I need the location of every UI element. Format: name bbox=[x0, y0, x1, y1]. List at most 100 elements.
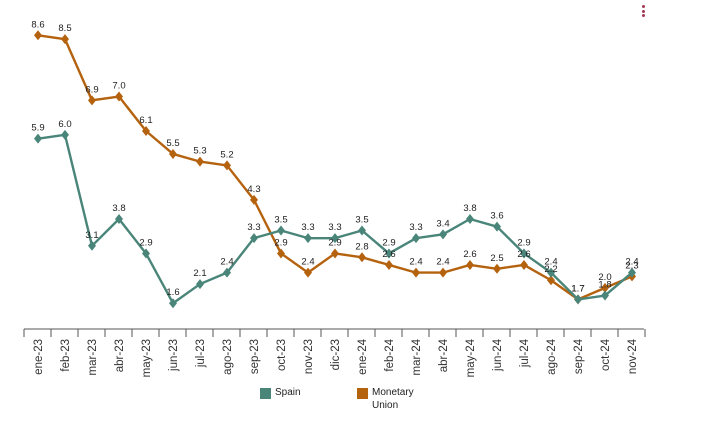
x-tick-label: may-23 bbox=[141, 339, 153, 377]
data-point-spain bbox=[358, 225, 366, 236]
data-point-spain bbox=[493, 221, 501, 232]
x-tick-label: jun-24 bbox=[492, 338, 504, 372]
x-tick-label: oct-24 bbox=[600, 338, 612, 371]
data-point-monetary-union bbox=[547, 275, 555, 286]
data-point-monetary-union bbox=[520, 259, 528, 270]
data-point-monetary-union bbox=[439, 267, 447, 278]
data-label-spain: 2.4 bbox=[220, 257, 233, 268]
data-label-spain: 6.0 bbox=[58, 119, 71, 130]
x-tick-label: mar-23 bbox=[87, 339, 99, 375]
data-point-monetary-union bbox=[250, 194, 258, 205]
x-tick-label: nov-24 bbox=[627, 338, 639, 374]
x-tick-label: abr-24 bbox=[438, 338, 450, 372]
data-label-monetary-union: 2.0 bbox=[598, 272, 611, 283]
data-label-monetary-union: 1.7 bbox=[571, 283, 584, 294]
legend-swatch-monetary-union bbox=[357, 388, 368, 399]
data-label-spain: 2.9 bbox=[517, 237, 530, 248]
data-point-spain bbox=[466, 214, 474, 225]
data-point-monetary-union bbox=[88, 95, 96, 106]
legend-label-monetary-union: Monetary Union bbox=[372, 387, 414, 411]
data-point-spain bbox=[250, 233, 258, 244]
data-point-monetary-union bbox=[277, 248, 285, 259]
data-point-spain bbox=[88, 240, 96, 251]
data-label-monetary-union: 6.1 bbox=[139, 115, 152, 126]
data-label-monetary-union: 5.2 bbox=[220, 149, 233, 160]
data-label-monetary-union: 7.0 bbox=[112, 81, 125, 92]
data-label-spain: 3.6 bbox=[490, 211, 503, 222]
data-point-monetary-union bbox=[466, 259, 474, 270]
x-tick-label: jul-24 bbox=[519, 338, 531, 368]
x-tick-label: ene-24 bbox=[357, 338, 369, 374]
data-label-spain: 2.4 bbox=[625, 257, 638, 268]
data-point-spain bbox=[385, 248, 393, 259]
x-tick-label: ago-23 bbox=[222, 339, 234, 375]
data-point-monetary-union bbox=[358, 252, 366, 263]
data-label-spain: 3.3 bbox=[301, 222, 314, 233]
data-point-spain bbox=[601, 290, 609, 301]
data-point-spain bbox=[142, 248, 150, 259]
data-label-monetary-union: 2.9 bbox=[328, 237, 341, 248]
data-point-spain bbox=[331, 233, 339, 244]
data-point-monetary-union bbox=[493, 263, 501, 274]
data-label-spain: 3.1 bbox=[85, 230, 98, 241]
data-point-spain bbox=[574, 294, 582, 305]
data-label-monetary-union: 5.5 bbox=[166, 138, 179, 149]
data-point-monetary-union bbox=[331, 248, 339, 259]
data-label-monetary-union: 2.4 bbox=[436, 257, 449, 268]
data-point-spain bbox=[412, 233, 420, 244]
data-label-monetary-union: 2.6 bbox=[382, 249, 395, 260]
data-point-monetary-union bbox=[304, 267, 312, 278]
data-label-spain: 3.3 bbox=[409, 222, 422, 233]
x-tick-label: sep-23 bbox=[249, 339, 261, 374]
x-axis: ene-23 feb-23 mar-23 abr-23 may-23 jun-23 jul-… bbox=[23, 328, 646, 377]
data-point-spain bbox=[547, 267, 555, 278]
data-point-monetary-union bbox=[196, 156, 204, 167]
data-point-spain bbox=[223, 267, 231, 278]
x-tick-label: feb-24 bbox=[384, 338, 396, 371]
data-point-spain bbox=[277, 225, 285, 236]
x-tick-label: ene-23 bbox=[33, 339, 45, 375]
legend-item-monetary-union[interactable]: Monetary Union bbox=[357, 386, 432, 412]
data-label-monetary-union: 2.5 bbox=[490, 253, 503, 264]
data-point-monetary-union bbox=[34, 30, 42, 41]
x-tick-label: oct-23 bbox=[276, 339, 288, 371]
series-line-monetary-union bbox=[37, 34, 633, 301]
data-point-spain bbox=[61, 129, 69, 140]
data-label-spain: 3.5 bbox=[274, 214, 287, 225]
x-tick-label: ago-24 bbox=[546, 338, 558, 374]
data-label-spain: 2.9 bbox=[139, 237, 152, 248]
data-label-monetary-union: 4.3 bbox=[247, 184, 260, 195]
x-tick-label: mar-24 bbox=[411, 338, 423, 375]
data-label-monetary-union: 2.3 bbox=[625, 260, 638, 271]
data-label-spain: 2.9 bbox=[382, 237, 395, 248]
legend-label-spain: Spain bbox=[275, 387, 301, 398]
data-labels: 8.6 8.5 6.9 7.0 6.1 5.5 5.3 5.2 4.3 2.9 2.4 2.9 2.8 2… bbox=[31, 19, 638, 298]
data-label-monetary-union: 2.4 bbox=[409, 257, 422, 268]
data-point-spain bbox=[628, 267, 636, 278]
legend-swatch-spain bbox=[260, 388, 271, 399]
data-point-spain bbox=[34, 133, 42, 144]
data-label-monetary-union: 2.2 bbox=[544, 264, 557, 275]
data-label-spain: 2.1 bbox=[193, 268, 206, 279]
data-point-spain bbox=[304, 233, 312, 244]
x-tick-label: dic-23 bbox=[330, 339, 342, 370]
kebab-menu-icon[interactable] bbox=[636, 4, 650, 24]
data-point-monetary-union bbox=[142, 125, 150, 136]
x-tick-label: nov-23 bbox=[303, 339, 315, 374]
x-tick-label: sep-24 bbox=[573, 338, 585, 374]
data-label-monetary-union: 2.8 bbox=[355, 241, 368, 252]
data-label-spain: 3.3 bbox=[247, 222, 260, 233]
data-label-monetary-union: 8.6 bbox=[31, 19, 44, 30]
data-point-monetary-union bbox=[115, 91, 123, 102]
data-point-monetary-union bbox=[601, 282, 609, 293]
x-tick-label: feb-23 bbox=[60, 339, 72, 372]
data-point-monetary-union bbox=[61, 34, 69, 45]
data-point-monetary-union bbox=[412, 267, 420, 278]
x-tick-label: may-24 bbox=[465, 338, 477, 377]
data-label-spain: 2.4 bbox=[544, 257, 557, 268]
legend-item-spain[interactable]: Spain bbox=[260, 386, 335, 412]
data-point-spain bbox=[196, 279, 204, 290]
data-label-spain: 3.3 bbox=[328, 222, 341, 233]
data-label-spain: 1.8 bbox=[598, 280, 611, 291]
